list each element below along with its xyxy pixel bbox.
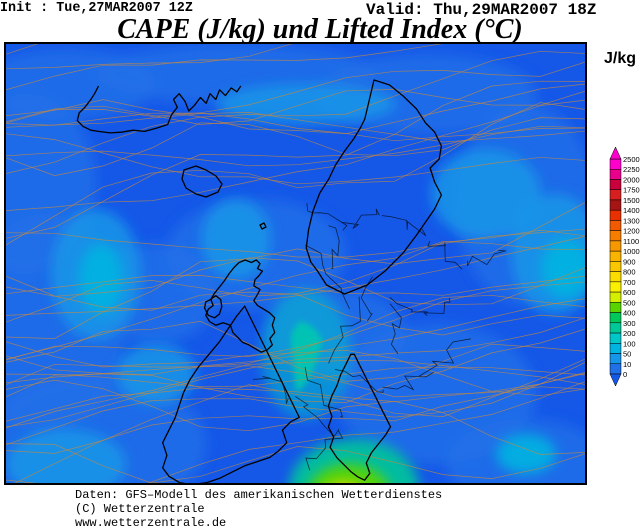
svg-text:10: 10: [623, 360, 631, 369]
svg-text:1200: 1200: [623, 227, 640, 236]
svg-text:1300: 1300: [623, 216, 640, 225]
svg-text:1500: 1500: [623, 196, 640, 205]
svg-text:1000: 1000: [623, 247, 640, 256]
svg-text:1100: 1100: [623, 237, 639, 246]
svg-text:50: 50: [623, 350, 631, 359]
svg-text:500: 500: [623, 298, 636, 307]
svg-text:100: 100: [623, 339, 636, 348]
svg-text:200: 200: [623, 329, 636, 338]
svg-text:700: 700: [623, 278, 636, 287]
svg-text:2250: 2250: [623, 165, 640, 174]
svg-text:600: 600: [623, 288, 636, 297]
svg-text:800: 800: [623, 268, 636, 277]
svg-text:400: 400: [623, 309, 636, 318]
svg-text:0: 0: [623, 370, 627, 379]
svg-text:2500: 2500: [623, 155, 640, 164]
svg-text:1750: 1750: [623, 186, 640, 195]
svg-text:1400: 1400: [623, 206, 640, 215]
svg-text:300: 300: [623, 319, 636, 328]
svg-text:900: 900: [623, 257, 636, 266]
svg-text:2000: 2000: [623, 175, 640, 184]
